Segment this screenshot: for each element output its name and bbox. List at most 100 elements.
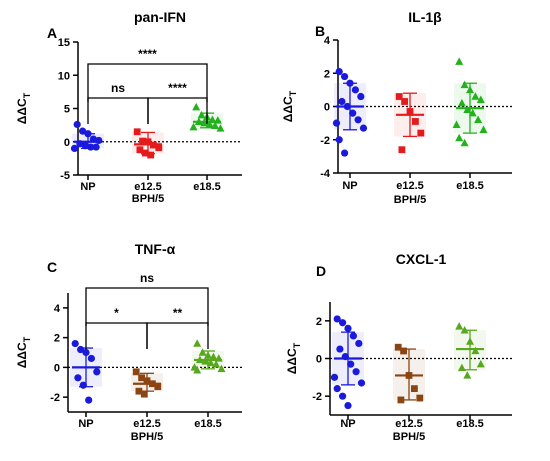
data-point	[457, 363, 466, 372]
x-tick-label: e12.5	[134, 181, 162, 193]
data-point	[349, 332, 357, 340]
x-tick-label: e18.5	[193, 181, 221, 193]
data-point	[155, 144, 163, 152]
data-point	[395, 93, 403, 100]
x-axis-title: BPH/5	[393, 431, 425, 443]
data-point	[466, 337, 474, 345]
data-point	[460, 138, 469, 147]
data-point	[216, 124, 225, 132]
significance-label: ns	[140, 271, 154, 285]
x-tick-label: e12.5	[395, 418, 423, 430]
panel-d: D CXCL-1 -2 0 2 ΔΔCT NP e12.5 e18.5 BPH/5	[285, 251, 512, 443]
data-point	[349, 109, 357, 117]
data-point	[460, 325, 469, 334]
x-tick-label: e12.5	[133, 418, 161, 430]
y-axis-label-sub: T	[288, 90, 298, 96]
data-point	[476, 359, 485, 368]
data-point	[82, 348, 90, 357]
y-axis-label-main: ΔΔC	[285, 348, 299, 374]
data-point	[416, 394, 424, 402]
y-tick-label: 2	[54, 333, 60, 345]
significance-bracket	[146, 322, 209, 349]
data-point	[85, 396, 93, 404]
significance-label: ****	[138, 47, 157, 61]
data-point	[352, 368, 360, 376]
data-point	[336, 345, 344, 353]
data-point	[351, 86, 359, 94]
x-tick-label: NP	[340, 418, 355, 430]
data-point	[87, 143, 95, 151]
y-tick-label: -2	[320, 135, 330, 147]
y-tick-label: 2	[316, 316, 322, 328]
data-point	[333, 385, 341, 393]
data-point	[136, 146, 144, 154]
x-tick-label: e18.5	[456, 180, 484, 192]
y-tick-label: -4	[320, 168, 331, 180]
y-axis-label-sub: T	[22, 92, 32, 98]
data-point	[479, 125, 488, 133]
data-point	[468, 108, 477, 117]
x-tick-label: NP	[78, 418, 93, 430]
data-point	[354, 116, 362, 124]
y-tick-label: 4	[324, 35, 331, 47]
data-point	[476, 95, 485, 104]
data-point	[335, 136, 343, 144]
y-tick-label: 5	[64, 104, 70, 116]
y-axis-label: ΔΔCT	[15, 336, 32, 368]
x-axis-title: BPH/5	[394, 194, 426, 206]
significance-bracket	[147, 97, 208, 124]
data-point	[355, 339, 363, 348]
data-point	[132, 368, 140, 376]
data-point	[339, 319, 347, 327]
data-point	[455, 322, 464, 330]
data-point	[138, 374, 145, 382]
chart-title: TNF-α	[135, 241, 176, 257]
data-point	[457, 98, 466, 107]
data-point	[141, 149, 149, 157]
data-point	[397, 396, 405, 404]
data-point	[346, 79, 354, 87]
data-point	[471, 346, 480, 355]
data-point	[81, 142, 89, 150]
data-point	[474, 115, 483, 123]
y-tick-label: 2	[324, 68, 330, 80]
data-point	[406, 108, 414, 115]
data-point	[398, 146, 406, 154]
data-point	[466, 85, 474, 94]
data-point	[139, 137, 146, 145]
data-point	[95, 136, 103, 145]
data-point	[217, 364, 226, 373]
data-point	[394, 343, 402, 351]
x-axis-title: BPH/5	[132, 193, 164, 205]
data-point	[204, 351, 212, 359]
data-point	[73, 120, 81, 129]
data-point	[463, 371, 472, 379]
significance-bracket	[87, 63, 208, 102]
data-point	[463, 105, 472, 114]
data-point	[411, 385, 418, 393]
data-point	[417, 129, 425, 137]
data-point	[212, 360, 221, 368]
panel-b: B IL-1β -4 -2 0 2 4 ΔΔCT NP e12.5 e18.5 BPH/5	[281, 9, 512, 206]
panel-label: D	[316, 263, 326, 279]
data-point	[193, 339, 202, 347]
data-point	[205, 120, 214, 128]
chart-title: CXCL-1	[396, 251, 447, 267]
data-point	[133, 128, 141, 136]
significance-label: *	[114, 306, 119, 320]
data-point	[77, 345, 85, 354]
data-point	[471, 92, 480, 100]
x-axis-title: BPH/5	[131, 431, 163, 443]
y-axis-label: ΔΔCT	[15, 92, 32, 124]
data-point	[79, 127, 87, 135]
data-point	[140, 390, 148, 398]
chart-title: IL-1β	[408, 9, 442, 25]
chart-title: pan-IFN	[134, 9, 186, 25]
data-point	[71, 339, 79, 348]
x-tick-label: e12.5	[396, 180, 424, 192]
significance-bracket	[87, 97, 149, 124]
x-tick-label: e18.5	[456, 418, 484, 430]
